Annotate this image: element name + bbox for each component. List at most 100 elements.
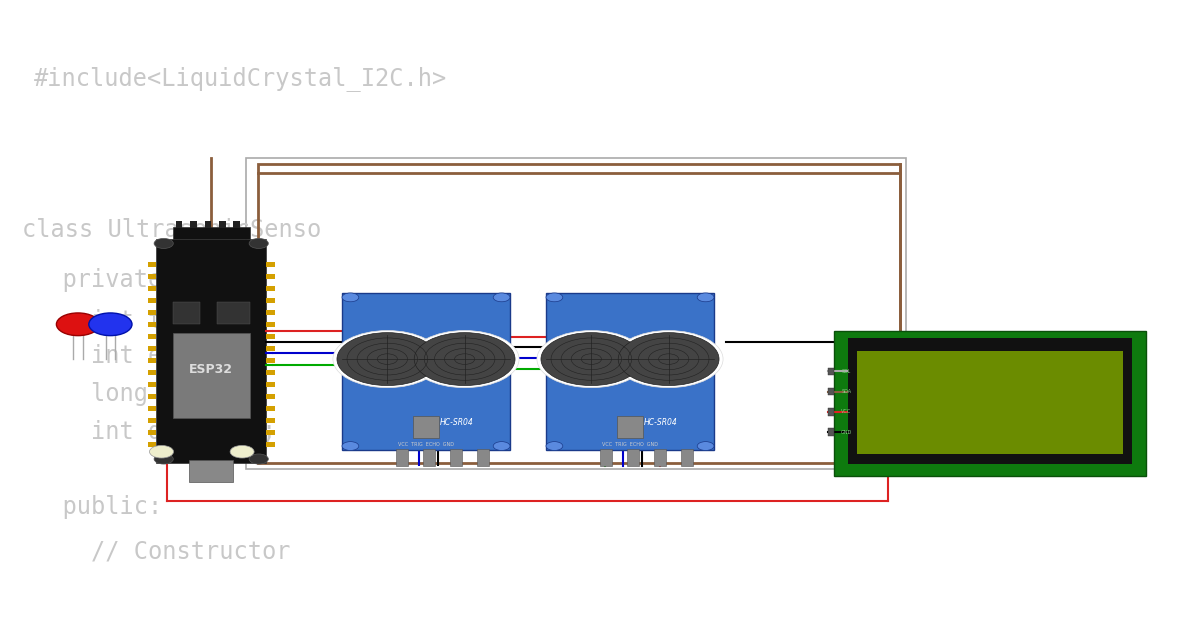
- Bar: [190, 460, 233, 482]
- Text: VCC  TRIG  ECHO  GND: VCC TRIG ECHO GND: [398, 442, 454, 447]
- Bar: [628, 449, 640, 466]
- Text: GND: GND: [841, 430, 852, 435]
- Bar: [828, 408, 834, 416]
- Bar: [342, 293, 510, 450]
- Bar: [148, 382, 156, 387]
- Bar: [413, 416, 439, 438]
- Bar: [450, 449, 462, 466]
- Bar: [258, 164, 900, 463]
- Circle shape: [230, 445, 254, 458]
- Circle shape: [618, 333, 719, 386]
- Bar: [266, 286, 275, 291]
- Bar: [148, 418, 156, 423]
- Bar: [266, 358, 275, 364]
- Bar: [828, 388, 834, 396]
- Bar: [266, 382, 275, 387]
- Bar: [266, 370, 275, 375]
- Text: long du: long du: [34, 382, 191, 406]
- Text: HC-SR04: HC-SR04: [643, 418, 677, 427]
- Bar: [546, 293, 714, 450]
- Bar: [424, 449, 436, 466]
- Bar: [266, 310, 275, 315]
- Circle shape: [546, 293, 563, 302]
- Bar: [396, 449, 408, 466]
- Bar: [266, 334, 275, 339]
- Bar: [654, 449, 666, 466]
- Bar: [266, 274, 275, 279]
- Text: int ech: int ech: [34, 344, 191, 368]
- Bar: [148, 310, 156, 315]
- Circle shape: [89, 313, 132, 336]
- Circle shape: [536, 331, 646, 387]
- Bar: [233, 220, 240, 228]
- Bar: [148, 334, 156, 339]
- Bar: [266, 418, 275, 423]
- Bar: [148, 286, 156, 291]
- Bar: [148, 394, 156, 399]
- Circle shape: [541, 333, 642, 386]
- Circle shape: [154, 454, 173, 464]
- Bar: [173, 227, 250, 239]
- Circle shape: [332, 331, 442, 387]
- Text: VCC  TRIG  ECHO  GND: VCC TRIG ECHO GND: [602, 442, 658, 447]
- Text: #include<LiquidCrystal_I2C.h>: #include<LiquidCrystal_I2C.h>: [34, 66, 446, 91]
- Bar: [266, 430, 275, 435]
- Text: HC-SR04: HC-SR04: [439, 418, 473, 427]
- Bar: [148, 322, 156, 327]
- Circle shape: [414, 333, 515, 386]
- Bar: [148, 370, 156, 375]
- Bar: [828, 428, 834, 436]
- Bar: [266, 322, 275, 327]
- Text: int trig: int trig: [34, 309, 204, 333]
- Bar: [204, 220, 211, 228]
- Circle shape: [697, 442, 714, 450]
- Bar: [148, 274, 156, 279]
- Bar: [173, 333, 250, 418]
- Bar: [148, 406, 156, 411]
- Bar: [191, 220, 197, 228]
- Bar: [266, 262, 275, 267]
- Circle shape: [154, 238, 173, 248]
- Bar: [176, 220, 182, 228]
- Circle shape: [150, 445, 174, 458]
- Bar: [148, 442, 156, 447]
- Bar: [266, 442, 275, 447]
- Bar: [682, 449, 694, 466]
- Bar: [834, 331, 1146, 476]
- Bar: [828, 367, 834, 375]
- Bar: [266, 406, 275, 411]
- Circle shape: [493, 293, 510, 302]
- Text: int distance;: int distance;: [34, 420, 276, 444]
- Bar: [478, 449, 490, 466]
- Bar: [857, 351, 1123, 454]
- Bar: [173, 302, 200, 324]
- Bar: [148, 298, 156, 303]
- Text: SDA: SDA: [841, 389, 851, 394]
- Text: VCC: VCC: [841, 410, 851, 415]
- Bar: [848, 338, 1132, 464]
- Bar: [266, 298, 275, 303]
- Circle shape: [493, 442, 510, 450]
- Text: private:: private:: [34, 268, 176, 292]
- Text: class UltrasonicSenso: class UltrasonicSenso: [22, 218, 320, 242]
- Bar: [266, 394, 275, 399]
- Bar: [246, 158, 906, 469]
- Circle shape: [410, 331, 520, 387]
- Circle shape: [56, 313, 100, 336]
- Circle shape: [342, 442, 359, 450]
- Circle shape: [337, 333, 438, 386]
- Circle shape: [697, 293, 714, 302]
- Bar: [218, 220, 226, 228]
- Bar: [148, 262, 156, 267]
- Bar: [148, 346, 156, 352]
- Bar: [600, 449, 612, 466]
- Text: SCL: SCL: [841, 369, 851, 374]
- Circle shape: [614, 331, 724, 387]
- Bar: [156, 239, 266, 463]
- Bar: [266, 346, 275, 352]
- Text: ESP32: ESP32: [190, 363, 233, 375]
- Text: // Constructor: // Constructor: [34, 539, 290, 563]
- Bar: [148, 358, 156, 364]
- Bar: [148, 430, 156, 435]
- Circle shape: [250, 454, 269, 464]
